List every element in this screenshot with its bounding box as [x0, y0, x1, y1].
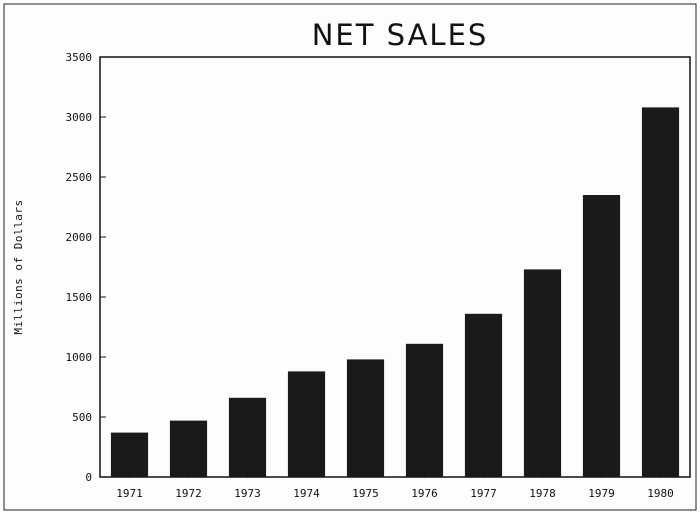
chart-title: NET SALES	[312, 18, 489, 52]
bar-1972	[169, 420, 208, 477]
y-tick-label: 2500	[66, 171, 93, 184]
bar-1971	[110, 432, 149, 477]
bar-1975	[346, 359, 385, 477]
outer-frame	[3, 3, 697, 511]
x-tick-label: 1972	[175, 487, 202, 500]
y-tick-label: 500	[72, 411, 92, 424]
y-tick-label: 3000	[66, 111, 93, 124]
x-tick-label: 1971	[116, 487, 143, 500]
y-tick-label: 0	[85, 471, 92, 484]
bar-1973	[228, 397, 267, 477]
x-tick-label: 1976	[411, 487, 438, 500]
y-tick-label: 1000	[66, 351, 93, 364]
y-axis-label: Millions of Dollars	[12, 199, 25, 334]
x-tick-label: 1978	[529, 487, 556, 500]
y-tick-label: 1500	[66, 291, 93, 304]
y-tick-label: 3500	[66, 51, 93, 64]
y-tick-label: 2000	[66, 231, 93, 244]
axes-box	[99, 56, 691, 478]
x-tick-label: 1980	[647, 487, 674, 500]
bar-1978	[523, 269, 562, 477]
plot-area: 0 500 1000 1500 2000 2500 3000 3500 1971 1972 1973…	[66, 51, 691, 500]
x-tick-label: 1975	[352, 487, 379, 500]
bar-1974	[287, 371, 326, 477]
x-tick-label: 1974	[293, 487, 320, 500]
bar-1976	[405, 343, 444, 477]
x-tick-label: 1977	[470, 487, 497, 500]
bar-1979	[582, 195, 621, 477]
bar-1977	[464, 313, 503, 477]
x-tick-label: 1979	[588, 487, 615, 500]
x-tick-label: 1973	[234, 487, 261, 500]
bar-1980	[641, 107, 680, 478]
